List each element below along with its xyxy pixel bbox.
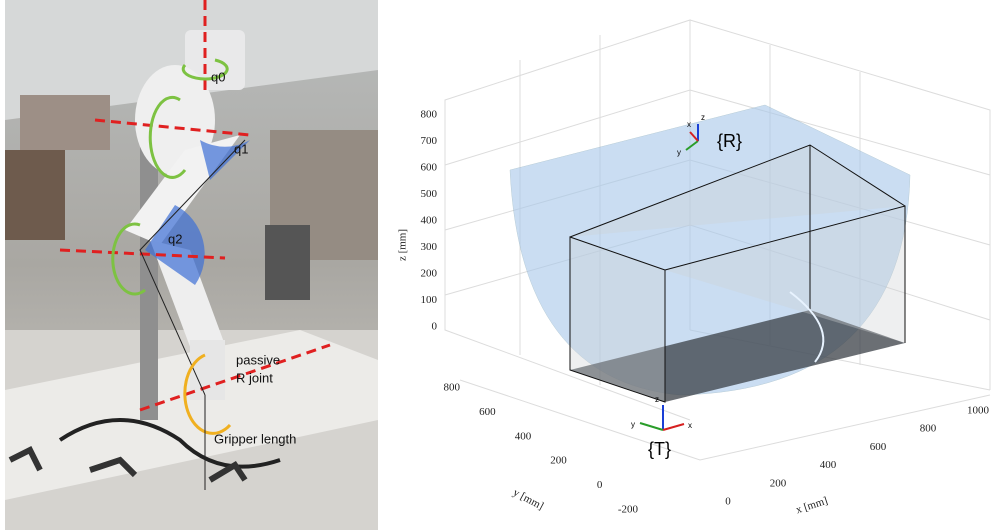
z-tick-label: 500	[421, 188, 438, 200]
y-tick-label: -200	[618, 504, 639, 516]
z-tick-label: 700	[421, 135, 438, 147]
photo: q0 q1 q2 passive R joint Gripper length	[5, 0, 378, 530]
notice-board	[5, 150, 65, 240]
frame-label: {R}	[717, 131, 742, 151]
cabinet	[265, 225, 310, 300]
z-tick-label: 300	[421, 241, 438, 253]
z-tick-label: 0	[432, 321, 438, 333]
post	[140, 140, 158, 420]
gripper-label: Gripper length	[214, 431, 296, 446]
figure: q0 q1 q2 passive R joint Gripper length …	[0, 0, 992, 530]
x-tick-label: 0	[725, 496, 731, 508]
joint-label: q1	[234, 141, 248, 156]
x-tick-label: 200	[770, 477, 787, 489]
x-tick-label: 800	[920, 423, 937, 435]
x-tick-label: 400	[820, 459, 837, 471]
y-tick-label: 800	[444, 382, 461, 394]
z-tick-label: 600	[421, 162, 438, 174]
frame-label: {T}	[648, 439, 671, 459]
robot-wrist	[190, 340, 225, 400]
z-tick-label: 800	[421, 109, 438, 121]
axis-letter: x	[687, 120, 691, 129]
joint-label: R joint	[236, 370, 273, 385]
z-axis-label: z [mm]	[397, 229, 409, 261]
joint-label: passive	[236, 352, 280, 367]
axis-letter: y	[677, 148, 681, 157]
x-axis-label: x [mm]	[794, 495, 829, 517]
y-axis-label: y [mm]	[511, 487, 546, 513]
y-tick-label: 0	[597, 479, 603, 491]
frame-axis	[663, 424, 684, 430]
brick-wall	[20, 95, 110, 150]
axis-letter: z	[655, 395, 659, 404]
workspace-plot: x y z x y z {R} {T} z [mm] y [mm] x [mm]…	[397, 20, 990, 516]
y-tick-label: 200	[550, 455, 567, 467]
z-tick-label: 400	[421, 215, 438, 227]
z-tick-label: 200	[421, 268, 438, 280]
y-tick-label: 400	[515, 430, 532, 442]
joint-label: q0	[211, 69, 225, 84]
joint-label: q2	[168, 231, 182, 246]
axis-letter: y	[631, 420, 635, 429]
x-tick-label: 600	[870, 441, 887, 453]
frame-axis	[640, 423, 663, 430]
y-tick-label: 600	[479, 406, 496, 418]
x-tick-label: 1000	[967, 405, 990, 417]
axis-letter: z	[701, 113, 705, 122]
axis-letter: x	[688, 421, 692, 430]
z-tick-label: 100	[421, 294, 438, 306]
